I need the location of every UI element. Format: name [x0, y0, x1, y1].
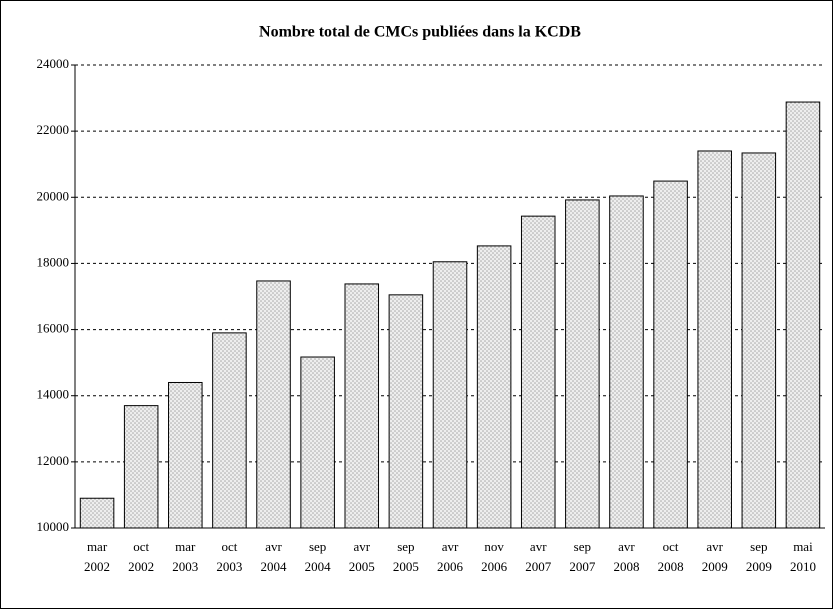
bar: [609, 195, 644, 529]
x-tick-label: mar: [87, 539, 108, 554]
x-tick-label: avr: [530, 539, 547, 554]
x-tick-label: 2004: [261, 559, 288, 574]
x-tick-label: 2005: [349, 559, 375, 574]
x-tick-label: avr: [353, 539, 370, 554]
x-tick-label: 2007: [525, 559, 552, 574]
x-tick-label: 2009: [702, 559, 728, 574]
y-tick-label: 14000: [37, 387, 70, 402]
x-tick-label: oct: [221, 539, 237, 554]
x-tick-label: 2009: [746, 559, 772, 574]
y-tick-label: 10000: [37, 519, 70, 534]
y-tick-label: 20000: [37, 188, 70, 203]
x-tick-label: mar: [175, 539, 196, 554]
bar: [168, 381, 203, 529]
bar: [520, 215, 556, 529]
x-tick-label: 2002: [84, 559, 110, 574]
x-tick-label: avr: [618, 539, 635, 554]
x-tick-label: oct: [663, 539, 679, 554]
x-tick-label: avr: [706, 539, 723, 554]
x-tick-label: 2006: [481, 559, 508, 574]
bar: [697, 150, 732, 529]
x-tick-label: 2008: [613, 559, 639, 574]
bar: [300, 356, 335, 529]
x-tick-label: mai: [793, 539, 813, 554]
x-tick-label: 2003: [216, 559, 242, 574]
bar: [653, 180, 688, 529]
x-tick-label: avr: [442, 539, 459, 554]
bar: [785, 101, 821, 529]
x-tick-label: oct: [133, 539, 149, 554]
x-tick-label: 2003: [172, 559, 198, 574]
chart-title: Nombre total de CMCs publiées dans la KC…: [259, 24, 581, 41]
x-tick-label: sep: [750, 539, 767, 554]
x-tick-label: sep: [397, 539, 414, 554]
bar: [388, 294, 424, 529]
y-tick-label: 22000: [37, 122, 70, 137]
bar: [565, 199, 600, 529]
bar: [123, 405, 159, 529]
bar: [79, 497, 115, 529]
y-tick-label: 16000: [37, 321, 70, 336]
x-tick-label: 2002: [128, 559, 154, 574]
x-tick-label: 2008: [658, 559, 684, 574]
x-tick-label: 2007: [569, 559, 596, 574]
bar: [741, 152, 777, 529]
bar: [344, 283, 380, 529]
bar: [256, 280, 291, 529]
x-tick-label: nov: [484, 539, 504, 554]
x-tick-label: avr: [265, 539, 282, 554]
x-tick-label: sep: [574, 539, 591, 554]
x-tick-label: sep: [309, 539, 326, 554]
bar: [432, 261, 468, 529]
x-tick-label: 2010: [790, 559, 816, 574]
x-tick-label: 2005: [393, 559, 419, 574]
x-tick-label: 2006: [437, 559, 464, 574]
bar: [476, 245, 512, 529]
x-tick-label: 2004: [305, 559, 332, 574]
bar: [212, 332, 247, 529]
y-tick-label: 18000: [37, 254, 70, 269]
y-tick-label: 12000: [37, 453, 70, 468]
y-tick-label: 24000: [37, 56, 70, 71]
